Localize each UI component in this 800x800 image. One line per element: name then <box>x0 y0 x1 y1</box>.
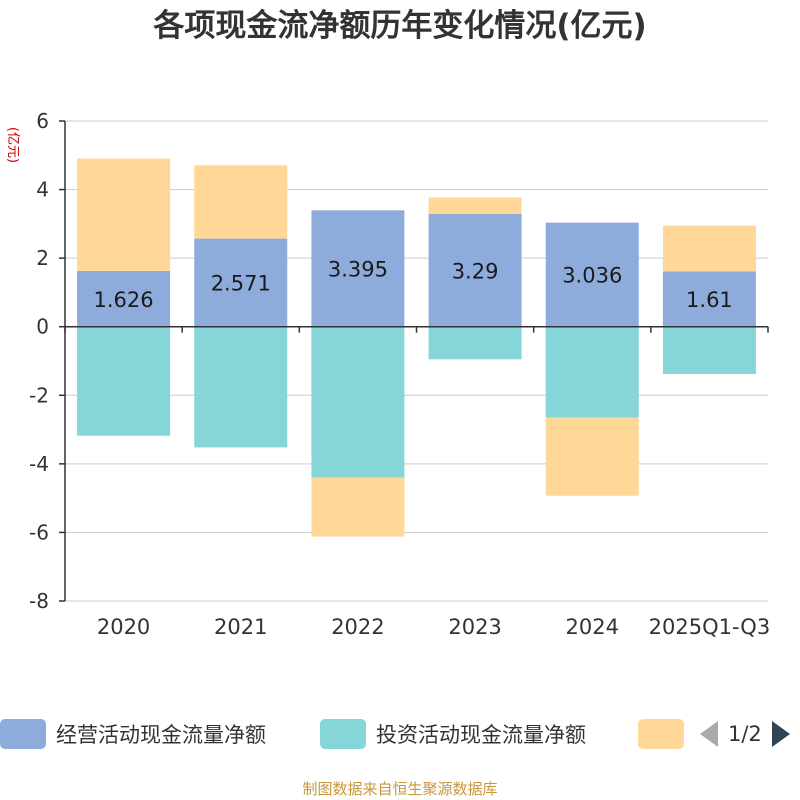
x-tick-label: 2023 <box>448 615 501 639</box>
bar-s2-2024 <box>545 326 639 418</box>
legend-swatch-financing <box>638 719 684 749</box>
bar-s2-2021 <box>194 326 288 448</box>
bar-s1-2025Q1-Q3 <box>662 271 756 327</box>
legend-label-operating: 经营活动现金流量净额 <box>56 723 266 747</box>
bar-s2-2020 <box>77 326 171 436</box>
x-tick-label: 2021 <box>214 615 267 639</box>
chart-title: 各项现金流净额历年变化情况(亿元) <box>153 8 647 44</box>
bar-s1-2022 <box>311 210 405 327</box>
bar-s3-2025Q1-Q3 <box>662 225 756 272</box>
legend-page-indicator: 1/2 <box>728 722 762 746</box>
bar-s1-2023 <box>428 213 522 327</box>
bar-s1-2020 <box>77 270 171 327</box>
y-tick-label: -4 <box>29 452 49 476</box>
data-label: 3.036 <box>562 264 622 288</box>
bar-s2-2025Q1-Q3 <box>662 326 756 375</box>
bar-s3-2023 <box>428 197 522 214</box>
data-source-note: 制图数据来自恒生聚源数据库 <box>302 780 498 798</box>
y-tick-label: 4 <box>36 178 49 202</box>
bar-s3-2022 <box>311 477 405 537</box>
legend-next-arrow-icon[interactable] <box>771 721 790 747</box>
bar-s2-2022 <box>311 326 405 478</box>
y-tick-label: 6 <box>36 109 49 133</box>
y-tick-label: -2 <box>29 383 49 407</box>
data-label: 3.395 <box>328 258 388 282</box>
legend-pager: 1/2 <box>700 716 790 752</box>
legend-item-financing[interactable] <box>638 716 694 752</box>
data-label: 2.571 <box>211 272 271 296</box>
x-tick-label: 2020 <box>97 615 150 639</box>
legend-item-operating[interactable]: 经营活动现金流量净额 <box>0 716 266 752</box>
legend-item-investing[interactable]: 投资活动现金流量净额 <box>320 716 586 752</box>
bar-s1-2024 <box>545 222 639 327</box>
legend-swatch-investing <box>320 719 366 749</box>
bar-s3-2020 <box>77 158 171 271</box>
y-tick-label: -6 <box>29 520 49 544</box>
y-axis-label: (亿元) <box>5 127 20 163</box>
bar-s2-2023 <box>428 326 522 360</box>
data-label: 1.61 <box>686 288 733 312</box>
y-tick-label: 0 <box>36 315 49 339</box>
bar-s1-2021 <box>194 238 288 327</box>
x-tick-label: 2025Q1-Q3 <box>649 615 771 639</box>
legend-label-investing: 投资活动现金流量净额 <box>376 723 586 747</box>
legend-prev-arrow-icon[interactable] <box>700 721 718 747</box>
bar-s3-2021 <box>194 165 288 239</box>
bar-s3-2024 <box>545 417 639 496</box>
y-tick-label: -8 <box>29 589 49 613</box>
legend-swatch-operating <box>0 719 46 749</box>
x-tick-label: 2024 <box>566 615 619 639</box>
y-tick-label: 2 <box>36 246 49 270</box>
data-label: 1.626 <box>94 288 154 312</box>
x-tick-label: 2022 <box>331 615 384 639</box>
data-label: 3.29 <box>452 259 499 283</box>
